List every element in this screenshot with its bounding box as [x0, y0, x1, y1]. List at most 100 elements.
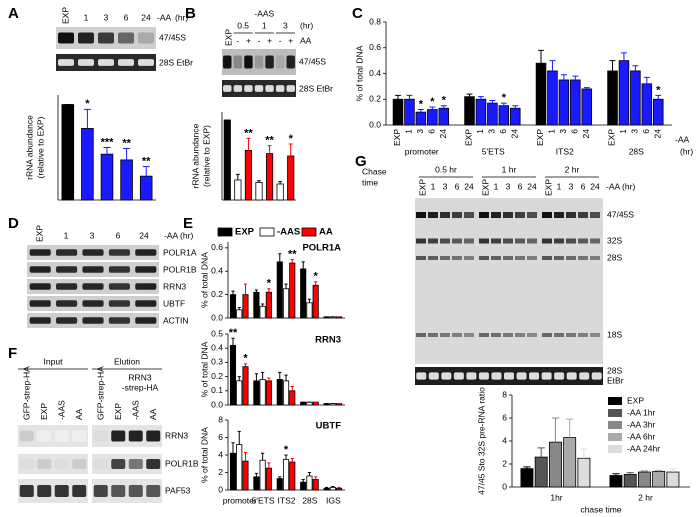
- blot-band: [233, 85, 243, 92]
- significance: **: [122, 137, 131, 149]
- error-bar: [549, 60, 556, 71]
- error-bar: [237, 306, 241, 310]
- bar: [282, 458, 290, 491]
- gel-band: [590, 256, 600, 260]
- gel-band: [440, 333, 450, 337]
- error-bar: [572, 75, 579, 80]
- panel-letter: G: [355, 153, 367, 170]
- y-tick-label: 0.4: [211, 265, 223, 275]
- gel-band: [491, 238, 501, 244]
- legend-label: -AA 1hr: [627, 407, 656, 417]
- bar: [265, 153, 274, 201]
- y-tick-label: 0.2: [211, 371, 223, 381]
- significance: **: [288, 248, 297, 260]
- x-tick-label: promoter: [223, 495, 257, 505]
- bar: [607, 70, 618, 126]
- error-bar: [267, 377, 271, 381]
- blot-band: [29, 300, 51, 307]
- bar: [547, 70, 558, 126]
- blot-band: [275, 55, 285, 69]
- blot-band: [19, 430, 34, 442]
- legend-swatch: [217, 227, 233, 237]
- bar: [236, 444, 243, 491]
- significance: **: [142, 155, 151, 167]
- bar-label: EXP: [392, 129, 402, 146]
- bar: [312, 284, 319, 319]
- error-bar: [243, 363, 248, 367]
- bar-label: 6: [641, 129, 651, 134]
- blot: [18, 454, 88, 474]
- error-bar: [290, 259, 294, 264]
- blot-band: [223, 85, 232, 92]
- blot-band: [529, 372, 540, 380]
- error-bar: [142, 166, 150, 177]
- bar: [276, 261, 283, 319]
- bar: [300, 268, 307, 319]
- error-bar: [440, 105, 447, 109]
- gel-band: [428, 333, 438, 337]
- y-tick-label: 6: [218, 432, 223, 442]
- lane-label: 24: [590, 181, 600, 191]
- y-tick-label: 0.3: [211, 357, 223, 367]
- blot-band: [286, 55, 295, 69]
- sign-label: -: [279, 35, 282, 45]
- significance: ***: [101, 136, 115, 148]
- significance: *: [502, 92, 507, 104]
- error-bar: [489, 100, 496, 104]
- gel-band: [440, 256, 450, 260]
- bar: [100, 153, 114, 201]
- error-bar: [278, 371, 282, 380]
- blot-band: [108, 266, 130, 273]
- lane-label: 1: [557, 181, 562, 191]
- lane-label: 1: [494, 181, 499, 191]
- bar-label: 6: [498, 129, 508, 134]
- error-bar: [284, 283, 288, 289]
- gel-band: [542, 256, 552, 260]
- chase-time: 0.5 hr: [435, 164, 457, 174]
- error-bar: [566, 418, 574, 438]
- bar: [236, 380, 243, 406]
- error-bar: [278, 253, 282, 262]
- lane-label: EXP: [113, 403, 123, 420]
- gel-band: [566, 256, 576, 260]
- lane-label: 3: [90, 230, 95, 240]
- blot-band: [37, 485, 52, 497]
- group-label: Input: [44, 356, 64, 366]
- gel-band: [491, 256, 501, 260]
- bar-label: EXP: [535, 129, 545, 146]
- legend-swatch: [608, 445, 622, 453]
- error-bar: [583, 87, 590, 89]
- significance: **: [229, 327, 238, 339]
- error-bar: [580, 448, 588, 459]
- lane-label: 6: [116, 230, 121, 240]
- error-bar: [307, 298, 312, 303]
- gel-band: [503, 212, 513, 218]
- lane-label: 24: [141, 12, 151, 22]
- condition-label: -AAS: [254, 8, 274, 18]
- band-label: RRN3: [163, 281, 186, 291]
- blot-band: [428, 372, 439, 380]
- error-bar: [261, 452, 265, 461]
- gel-band: [479, 256, 489, 260]
- unit-label: (hr): [175, 12, 188, 22]
- bar: [287, 155, 295, 201]
- blot-band: [82, 249, 104, 256]
- error-bar: [307, 472, 312, 476]
- error-bar: [261, 371, 265, 380]
- blot-band: [29, 283, 51, 290]
- band-label: 28S EtBr: [159, 57, 193, 67]
- condition-label: -AA: [675, 134, 690, 144]
- error-bar: [538, 49, 544, 64]
- error-bar: [284, 454, 288, 460]
- bar: [289, 262, 296, 319]
- bar: [234, 179, 242, 201]
- bar: [306, 475, 313, 491]
- bar: [223, 119, 231, 201]
- blot-band: [491, 372, 502, 380]
- error-bar: [246, 137, 251, 151]
- band-label: 32S: [607, 235, 622, 245]
- legend-label: EXP: [627, 395, 644, 405]
- significance: *: [430, 96, 435, 108]
- bar: [623, 473, 637, 488]
- blot-band: [138, 59, 154, 66]
